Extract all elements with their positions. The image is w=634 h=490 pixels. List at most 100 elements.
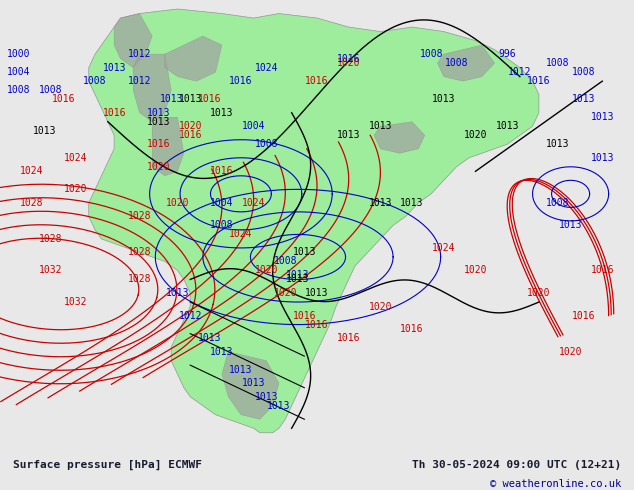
Text: 1013: 1013 [159,94,183,104]
Text: 1013: 1013 [286,270,310,280]
Text: 1028: 1028 [39,234,63,244]
Text: 996: 996 [498,49,516,59]
Text: 1024: 1024 [64,153,88,163]
Polygon shape [89,9,539,433]
Text: 1016: 1016 [210,166,234,176]
Polygon shape [114,14,152,68]
Text: 1013: 1013 [292,247,316,257]
Text: 1016: 1016 [146,139,171,149]
Text: 1032: 1032 [39,266,63,275]
Text: 1004: 1004 [7,67,31,77]
Text: 1020: 1020 [463,266,488,275]
Text: 1016: 1016 [590,266,614,275]
Text: 1004: 1004 [210,198,234,208]
Text: 1004: 1004 [242,121,266,131]
Text: 1013: 1013 [178,94,202,104]
Text: 1013: 1013 [242,378,266,388]
Text: 1013: 1013 [197,333,221,343]
Text: 1020: 1020 [165,198,190,208]
Text: 1013: 1013 [267,401,291,411]
Text: 1013: 1013 [32,126,56,136]
Text: 1024: 1024 [20,166,44,176]
Text: 1013: 1013 [210,346,234,357]
Text: 1020: 1020 [368,301,392,312]
Text: 1016: 1016 [527,76,551,86]
Text: 1000: 1000 [7,49,31,59]
Text: 1008: 1008 [7,85,31,95]
Text: 1013: 1013 [432,94,456,104]
Text: 1013: 1013 [571,94,595,104]
Text: 1016: 1016 [197,94,221,104]
Text: 1013: 1013 [590,153,614,163]
Text: 1032: 1032 [64,297,88,307]
Polygon shape [374,122,425,153]
Text: 1013: 1013 [286,274,310,285]
Polygon shape [152,117,184,176]
Polygon shape [133,54,171,122]
Text: Surface pressure [hPa] ECMWF: Surface pressure [hPa] ECMWF [13,460,202,469]
Text: 1024: 1024 [432,243,456,253]
Text: 1013: 1013 [210,108,234,118]
Text: 1012: 1012 [127,49,152,59]
Text: 1013: 1013 [146,108,171,118]
Text: 1013: 1013 [559,220,583,230]
Text: 1008: 1008 [571,67,595,77]
Text: 1016: 1016 [102,108,126,118]
Text: 1020: 1020 [64,184,88,195]
Text: 1020: 1020 [463,130,488,140]
Text: 1028: 1028 [127,274,152,285]
Text: 1013: 1013 [254,392,278,402]
Text: 1013: 1013 [368,198,392,208]
Text: 1016: 1016 [571,311,595,320]
Text: 1013: 1013 [590,112,614,122]
Text: 1020: 1020 [146,162,171,172]
Text: 1020: 1020 [337,58,361,68]
Text: 1016: 1016 [305,76,329,86]
Text: 1020: 1020 [178,121,202,131]
Text: 1012: 1012 [127,76,152,86]
Text: 1008: 1008 [546,198,570,208]
Text: 1016: 1016 [178,130,202,140]
Text: 1013: 1013 [305,288,329,298]
Text: 1013: 1013 [146,117,171,127]
Text: 1012: 1012 [178,311,202,320]
Text: 1013: 1013 [546,139,570,149]
Text: 1013: 1013 [368,121,392,131]
Text: 1008: 1008 [444,58,469,68]
Text: 1028: 1028 [20,198,44,208]
Text: 1013: 1013 [102,63,126,73]
Text: 1012: 1012 [508,67,532,77]
Text: 1016: 1016 [305,319,329,330]
Text: © weatheronline.co.uk: © weatheronline.co.uk [490,479,621,489]
Text: 1013: 1013 [229,365,253,375]
Text: 1016: 1016 [337,53,361,64]
Text: 1016: 1016 [51,94,75,104]
Polygon shape [437,45,495,81]
Text: 1020: 1020 [559,346,583,357]
Text: 1016: 1016 [337,333,361,343]
Text: 1013: 1013 [400,198,424,208]
Text: 1024: 1024 [242,198,266,208]
Text: 1020: 1020 [273,288,297,298]
Text: 1028: 1028 [127,211,152,221]
Text: 1008: 1008 [419,49,443,59]
Text: 1008: 1008 [273,256,297,267]
Text: 1024: 1024 [229,229,253,240]
Text: 1013: 1013 [337,130,361,140]
Text: 1016: 1016 [229,76,253,86]
Text: 1020: 1020 [254,266,278,275]
Text: 1008: 1008 [210,220,234,230]
Text: 1016: 1016 [400,324,424,334]
Text: 1020: 1020 [527,288,551,298]
Text: 1016: 1016 [292,311,316,320]
Text: 1008: 1008 [39,85,63,95]
Text: 1008: 1008 [254,139,278,149]
Text: Th 30-05-2024 09:00 UTC (12+21): Th 30-05-2024 09:00 UTC (12+21) [412,460,621,469]
Text: 1013: 1013 [165,288,190,298]
Text: 1008: 1008 [546,58,570,68]
Polygon shape [165,36,222,81]
Text: 1028: 1028 [127,247,152,257]
Text: 1013: 1013 [495,121,519,131]
Text: 1008: 1008 [83,76,107,86]
Polygon shape [222,352,279,419]
